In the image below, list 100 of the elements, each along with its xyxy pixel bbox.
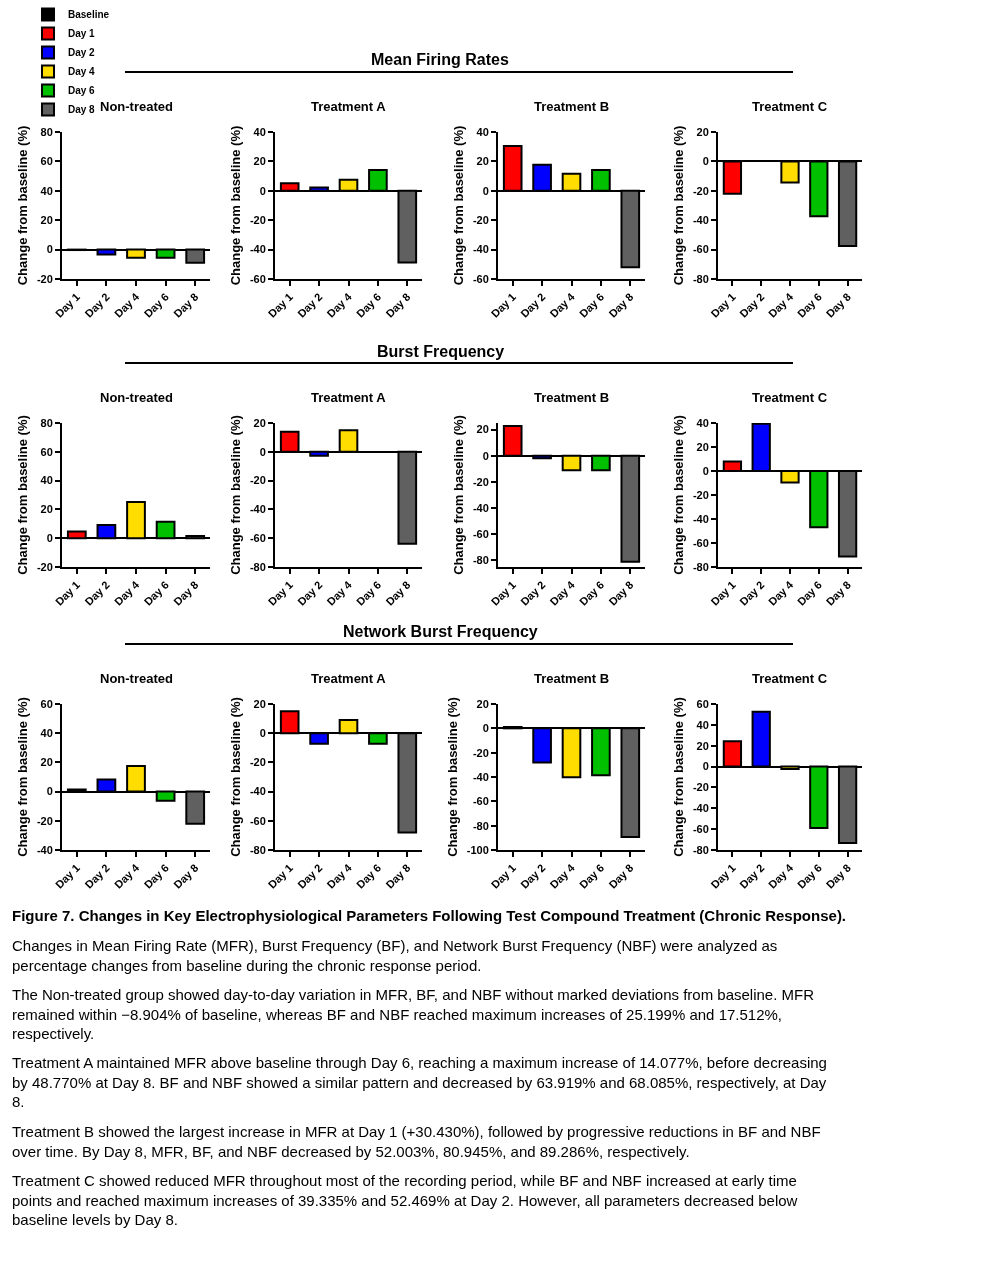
legend-label: Day 1 [68,28,96,40]
legend-label: Day 4 [68,66,96,78]
y-tick-label: -80 [249,843,266,856]
y-tick-label: -20 [472,475,489,488]
y-tick-label: -60 [249,532,266,545]
x-tick-label: Day 1 [265,861,295,891]
y-tick-label: 20 [253,697,266,710]
y-tick-label: 0 [46,243,53,256]
x-tick-label: Day 1 [52,578,83,608]
x-tick-label: Day 1 [488,290,518,320]
y-tick-label: 20 [696,739,709,752]
y-tick-label: -80 [692,272,709,285]
text: Burst Frequency [377,343,505,360]
y-tick-label: 80 [40,125,53,138]
x-tick-label: Day 8 [383,861,413,891]
x-tick-label: Day 2 [82,290,112,320]
x-tick-label: Day 2 [737,290,767,320]
y-axis-title: Change from baseline (%) [451,415,467,575]
y-tick-label: 0 [46,532,53,545]
y-tick-label: -40 [692,214,709,227]
y-tick-label: 40 [696,718,709,731]
x-tick-label: Day 8 [823,290,853,320]
y-axis-title: Change from baseline (%) [671,125,687,286]
y-tick-label: -40 [36,843,53,856]
y-tick-label: 40 [40,184,53,197]
x-tick-label: Day 2 [518,578,548,608]
y-axis-title: Change from baseline (%) [228,415,244,575]
x-tick-label: Day 8 [606,578,636,608]
y-tick-label: -20 [249,214,266,227]
x-tick-label: Day 4 [112,289,142,320]
y-tick-label: 0 [259,727,266,740]
y-tick-label: -20 [249,474,266,487]
x-tick-label: Day 4 [766,289,796,320]
legend-label: Baseline [68,9,110,21]
legend-label: Day 6 [68,85,96,97]
y-axis-title: Change from baseline (%) [445,697,461,857]
y-tick-label: 20 [253,155,266,168]
x-tick-label: Day 6 [353,290,384,320]
y-axis-title: Change from baseline (%) [15,415,31,575]
x-tick-label: Day 8 [171,578,201,608]
x-tick-label: Day 2 [82,861,112,891]
y-tick-label: -40 [249,785,266,798]
chart-title: Treatment A [311,99,387,114]
y-tick-label: 0 [702,464,709,477]
x-tick-label: Day 6 [576,861,607,891]
y-tick-label: -60 [249,814,266,827]
y-axis-title: Change from baseline (%) [228,697,244,857]
legend-label: Day 8 [68,104,96,116]
y-tick-label: -80 [472,554,489,567]
y-tick-label: -80 [692,843,709,856]
x-tick-label: Day 8 [823,861,853,891]
y-axis-title: Change from baseline (%) [671,415,687,575]
x-tick-label: Day 6 [794,861,825,891]
y-axis-title: Change from baseline (%) [228,125,244,286]
y-tick-label: -20 [36,272,53,285]
y-tick-label: 20 [40,503,53,516]
text: Changes in Mean Firing Rate (MFR), Burst Frequency (BF), and Network Burst Frequency (NBF) were analyzed as percentage changes from baseline during the chronic response period. [12,937,778,974]
y-tick-label: -60 [692,536,709,549]
x-tick-label: Day 4 [324,860,355,891]
y-tick-label: -60 [472,795,489,808]
y-tick-label: -60 [692,822,709,835]
y-tick-label: 20 [476,155,489,168]
text: Mean Firing Rates [371,51,509,68]
y-tick-label: -40 [692,512,709,525]
chart-title: Treatment A [311,390,387,405]
text: The Non-treated group showed day-to-day variation in MFR, BF, and NBF without marked deviations from baseline. MFR remained within −8.904% of baseline, whereas BF and NBF reached maximum increases of 25.199% and 17.512%, respectively. [12,986,815,1042]
x-tick-label: Day 6 [794,578,825,608]
y-tick-label: -40 [472,770,489,783]
y-tick-label: -20 [249,756,266,769]
y-axis-title: Change from baseline (%) [15,125,31,286]
y-tick-label: 60 [40,155,53,168]
x-tick-label: Day 2 [295,290,325,320]
x-tick-label: Day 1 [52,861,83,891]
y-tick-label: 40 [476,125,489,138]
y-tick-label: 0 [482,184,489,197]
y-tick-label: 40 [696,416,709,429]
y-axis-title: Change from baseline (%) [15,697,31,857]
y-tick-label: 60 [40,697,53,710]
x-tick-label: Day 2 [737,861,767,891]
caption: Figure 7. Changes in Key Electrophysiological Parameters Following Test Compound Treatment (Chronic Response). [12,907,847,924]
y-tick-label: 40 [40,727,53,740]
chart-title: Treatment B [534,390,610,405]
x-tick-label: Day 4 [766,860,796,891]
y-tick-label: 20 [40,756,53,769]
y-tick-label: -60 [249,272,266,285]
y-tick-label: -20 [692,781,709,794]
text: Treatment B showed the largest increase in MFR at Day 1 (+30.430%), followed by progressive reductions in BF and NBF over time. By Day 8, MFR, BF, and NBF decreased by 52.003%, 80.945%, and 89.286%, respectively. [12,1123,821,1160]
chart-title: Non-treated [100,99,174,114]
y-tick-label: -80 [249,560,266,573]
x-tick-label: Day 1 [488,578,518,608]
y-tick-label: 40 [40,474,53,487]
y-axis-title: Change from baseline (%) [671,697,687,857]
y-tick-label: 20 [476,697,489,710]
x-tick-label: Day 4 [324,289,355,320]
y-tick-label: -40 [472,243,489,256]
y-tick-label: 40 [253,125,266,138]
x-tick-label: Day 4 [547,577,578,608]
y-tick-label: 20 [476,423,489,436]
x-tick-label: Day 6 [794,290,825,320]
text: Treatment C showed reduced MFR throughout most of the recording period, while BF and NBF increased at early time points and reached maximum increases of 39.335% and 52.469% at Day 2. However, all parameters decreased below baseline levels by Day 8. [12,1172,798,1228]
